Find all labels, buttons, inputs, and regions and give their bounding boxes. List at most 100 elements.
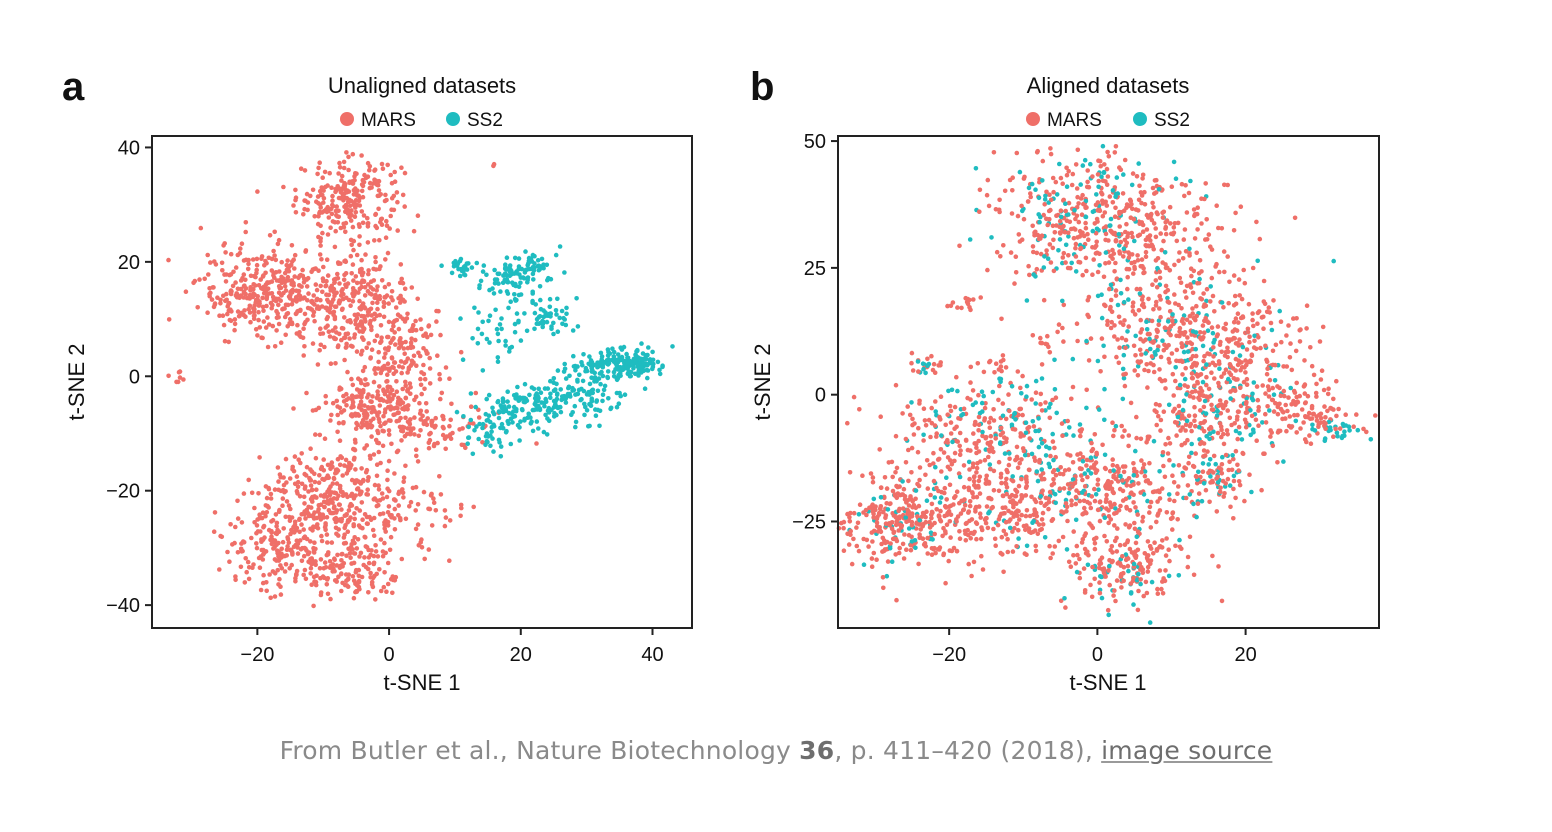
- point-mars: [1319, 368, 1325, 374]
- point-mars: [277, 507, 282, 513]
- point-mars: [925, 535, 930, 541]
- point-mars: [1077, 575, 1083, 581]
- point-mars: [369, 327, 374, 333]
- point-mars: [967, 476, 972, 482]
- point-mars: [1336, 406, 1341, 412]
- point-mars: [396, 326, 402, 332]
- point-mars: [280, 539, 286, 545]
- point-mars: [974, 450, 979, 456]
- point-mars: [359, 303, 364, 309]
- point-mars: [176, 369, 182, 375]
- point-mars: [1325, 391, 1331, 397]
- point-mars: [411, 426, 416, 431]
- point-mars: [311, 313, 316, 318]
- point-mars: [1134, 414, 1139, 420]
- point-mars: [322, 436, 328, 442]
- point-mars: [1105, 607, 1111, 613]
- point-mars: [373, 543, 378, 548]
- point-mars: [1029, 397, 1034, 402]
- point-mars: [350, 224, 356, 230]
- point-mars: [1152, 191, 1157, 196]
- point-ss2: [1017, 169, 1023, 175]
- point-mars: [1006, 392, 1011, 397]
- point-mars: [410, 485, 416, 491]
- point-mars: [1061, 486, 1067, 491]
- point-mars: [1006, 462, 1012, 468]
- point-ss2: [492, 281, 498, 286]
- point-mars: [255, 517, 260, 522]
- point-mars: [1323, 415, 1328, 420]
- point-mars: [256, 317, 261, 323]
- point-mars: [383, 529, 389, 534]
- point-mars: [373, 211, 379, 217]
- point-mars: [1004, 491, 1009, 497]
- point-mars: [976, 422, 982, 428]
- point-mars: [1137, 232, 1143, 238]
- point-mars: [328, 596, 333, 602]
- point-mars: [342, 357, 347, 363]
- point-mars: [350, 151, 356, 157]
- point-ss2: [1277, 308, 1282, 314]
- point-ss2: [1331, 258, 1336, 264]
- point-mars: [381, 299, 387, 305]
- point-mars: [385, 468, 390, 474]
- point-mars: [372, 311, 378, 317]
- point-mars: [227, 559, 232, 564]
- point-mars: [1092, 576, 1097, 582]
- point-mars: [316, 268, 321, 274]
- point-ss2: [973, 166, 979, 171]
- point-mars: [1308, 441, 1314, 447]
- point-ss2: [535, 398, 540, 404]
- point-ss2: [494, 277, 500, 282]
- point-mars: [1174, 433, 1179, 438]
- point-mars: [364, 422, 370, 428]
- point-mars: [1095, 269, 1101, 275]
- point-mars: [247, 303, 253, 309]
- point-mars: [337, 438, 343, 444]
- point-mars: [1292, 215, 1298, 221]
- point-ss2: [586, 389, 591, 395]
- point-mars: [1096, 507, 1101, 512]
- point-mars: [1003, 416, 1009, 422]
- point-mars: [1186, 190, 1192, 196]
- point-mars: [283, 562, 289, 567]
- point-mars: [896, 550, 902, 556]
- point-mars: [376, 487, 382, 492]
- point-mars: [428, 332, 434, 338]
- point-mars: [341, 165, 347, 171]
- point-mars: [1128, 581, 1134, 586]
- point-mars: [1125, 563, 1131, 569]
- point-mars: [1247, 334, 1252, 340]
- point-mars: [1003, 439, 1009, 445]
- point-mars: [1103, 466, 1108, 472]
- point-mars: [998, 475, 1004, 480]
- point-mars: [1334, 378, 1339, 384]
- point-ss2: [480, 368, 486, 373]
- point-mars: [283, 332, 289, 338]
- point-mars: [368, 570, 373, 576]
- point-mars: [380, 443, 386, 449]
- point-ss2: [1171, 463, 1176, 468]
- point-mars: [982, 418, 987, 423]
- point-mars: [323, 184, 328, 190]
- point-ss2: [1029, 181, 1035, 187]
- point-mars: [1188, 282, 1193, 287]
- point-mars: [228, 522, 233, 527]
- point-mars: [442, 436, 448, 442]
- point-mars: [860, 473, 865, 479]
- point-mars: [1061, 223, 1066, 229]
- point-mars: [353, 274, 359, 279]
- point-mars: [341, 277, 347, 283]
- point-mars: [948, 420, 954, 425]
- point-mars: [381, 314, 387, 320]
- point-mars: [388, 534, 394, 540]
- point-mars: [305, 298, 310, 303]
- point-mars: [311, 309, 317, 315]
- point-mars: [974, 465, 980, 471]
- point-mars: [1154, 299, 1159, 305]
- point-mars: [1167, 497, 1172, 503]
- point-mars: [345, 199, 351, 205]
- point-mars: [1045, 333, 1050, 339]
- point-mars: [374, 288, 380, 293]
- point-ss2: [505, 399, 510, 404]
